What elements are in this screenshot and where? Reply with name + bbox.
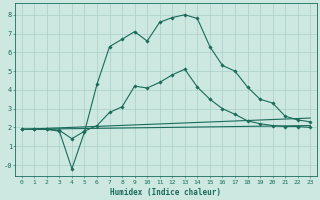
X-axis label: Humidex (Indice chaleur): Humidex (Indice chaleur) (110, 188, 221, 197)
